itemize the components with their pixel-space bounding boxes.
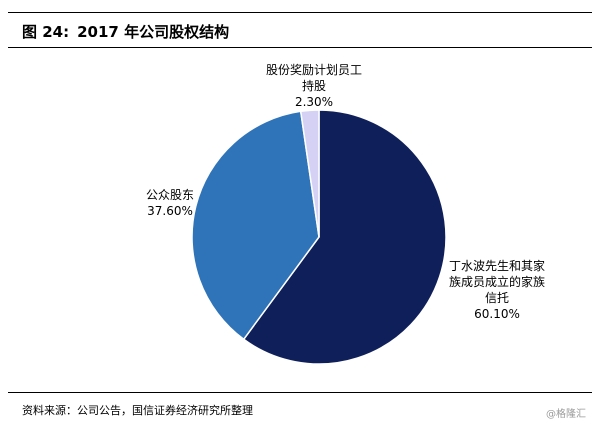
pie-slice-employee-share-award	[299, 109, 320, 238]
slice-label-employee-share-award: 股份奖励计划员工持股 2.30%	[266, 63, 362, 109]
slice-name-line: 丁水波先生和其家	[449, 258, 545, 273]
pie-slice-founder-family-trust	[242, 109, 447, 365]
watermark: @格隆汇	[546, 409, 586, 420]
slice-value-label: 37.60%	[147, 204, 193, 218]
slice-label-founder-family-trust: 丁水波先生和其家族成员成立的家族信托 60.10%	[449, 258, 545, 321]
source-note: 资料来源：公司公告，国信证券经济研究所整理	[22, 404, 253, 417]
slice-value-label: 60.10%	[474, 307, 520, 321]
top-rule	[8, 12, 592, 13]
slice-name-line: 族成员成立的家族	[449, 274, 545, 289]
slice-labels: 丁水波先生和其家族成员成立的家族信托 60.10% 公众股东 37.60% 股份奖励计划…	[146, 63, 545, 321]
figure-title-text: 2017 年公司股权结构	[77, 23, 230, 41]
slice-name-line: 公众股东	[146, 188, 194, 202]
slice-name-line: 持股	[302, 78, 326, 93]
title-rule	[8, 47, 592, 48]
figure-title: 图 24: 2017 年公司股权结构	[22, 21, 229, 42]
pie-slices	[191, 109, 447, 365]
figure-number: 图 24:	[22, 23, 70, 41]
slice-label-public-shareholders: 公众股东 37.60%	[146, 188, 194, 218]
slice-name-line: 信托	[485, 291, 509, 305]
slice-name-line: 股份奖励计划员工	[266, 63, 362, 77]
pie-slice-public-shareholders	[191, 110, 320, 341]
bottom-rule	[8, 392, 592, 393]
slice-value-label: 2.30%	[295, 95, 333, 109]
